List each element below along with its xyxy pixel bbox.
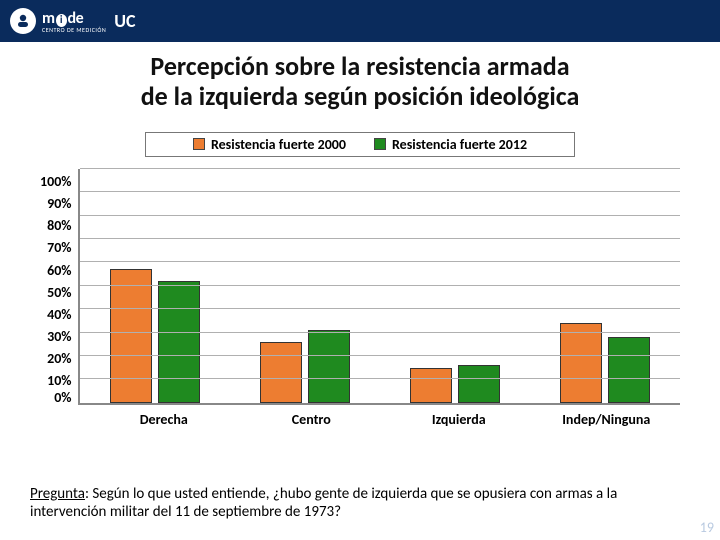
bar-group [380,169,530,403]
y-tick-label: 10% [47,374,71,388]
gridline [80,215,681,216]
bar [560,323,602,403]
gridline [80,261,681,262]
question-label: Pregunta [30,485,85,503]
legend-item-2012: Resistencia fuerte 2012 [374,136,527,153]
y-tick-label: 20% [47,352,71,366]
bar-groups [80,169,681,403]
plot-area: 100% 90% 80% 70% 60% 50% 40% 30% 20% 10% 0% [40,169,680,405]
legend-item-2000: Resistencia fuerte 2000 [193,136,346,153]
gridline [80,308,681,309]
legend-swatch-2000 [193,138,205,150]
title-line-2: de la izquierda según posición ideológic… [0,82,720,112]
logo-circle-icon [10,8,36,34]
y-tick-label: 70% [47,241,71,255]
bar [608,337,650,403]
y-tick-label: 30% [47,330,71,344]
logo-sub: CENTRO DE MEDICIÓN [42,26,106,34]
bar [260,342,302,403]
y-tick-label: 50% [47,286,71,300]
y-tick-label: 60% [47,264,71,278]
x-tick-label: Centro [238,405,386,428]
chart: Resistencia fuerte 2000 Resistencia fuer… [40,132,680,428]
y-tick-label: 0% [54,391,71,405]
slide-title: Percepción sobre la resistencia armada d… [0,52,720,112]
legend-label-2000: Resistencia fuerte 2000 [211,136,346,153]
logo-uc: UC [114,10,135,32]
gridline [80,332,681,333]
x-axis-labels: DerechaCentroIzquierdaIndep/Ninguna [90,405,680,428]
bar [158,281,200,403]
gridline [80,191,681,192]
gridline [80,168,681,169]
bar-group [80,169,230,403]
gridline [80,355,681,356]
page-number: 19 [700,519,714,536]
legend: Resistencia fuerte 2000 Resistencia fuer… [145,132,575,157]
title-line-1: Percepción sobre la resistencia armada [0,52,720,82]
x-tick-label: Indep/Ninguna [533,405,681,428]
y-tick-label: 90% [47,197,71,211]
bar [458,365,500,402]
legend-swatch-2012 [374,138,386,150]
y-tick-label: 80% [47,219,71,233]
gridline [80,378,681,379]
gridline [80,285,681,286]
bar [308,330,350,403]
grid [78,169,681,405]
brand-logo: mide CENTRO DE MEDICIÓN UC [10,8,136,34]
y-axis: 100% 90% 80% 70% 60% 50% 40% 30% 20% 10% 0% [40,169,78,405]
question-text: Pregunta: Según lo que usted entiende, ¿… [30,485,690,523]
header-band: mide CENTRO DE MEDICIÓN UC [0,0,720,42]
question-body: : Según lo que usted entiende, ¿hubo gen… [30,485,617,522]
y-tick-label: 100% [40,175,72,189]
x-tick-label: Derecha [90,405,238,428]
logo-text-stack: mide CENTRO DE MEDICIÓN [42,9,106,34]
bar [410,368,452,403]
bar-group [230,169,380,403]
y-tick-label: 40% [47,308,71,322]
gridline [80,238,681,239]
legend-label-2012: Resistencia fuerte 2012 [392,136,527,153]
bar [110,269,152,402]
bar-group [530,169,680,403]
x-tick-label: Izquierda [385,405,533,428]
